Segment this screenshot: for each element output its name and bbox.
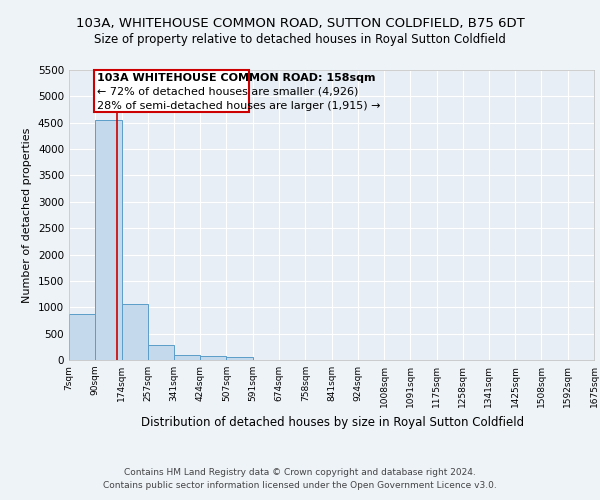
Text: Contains public sector information licensed under the Open Government Licence v3: Contains public sector information licen… — [103, 480, 497, 490]
Text: Contains HM Land Registry data © Crown copyright and database right 2024.: Contains HM Land Registry data © Crown c… — [124, 468, 476, 477]
Bar — [69, 314, 95, 360]
Text: ← 72% of detached houses are smaller (4,926): ← 72% of detached houses are smaller (4,… — [97, 87, 358, 97]
Bar — [148, 344, 174, 360]
Bar — [200, 356, 226, 360]
Text: 103A WHITEHOUSE COMMON ROAD: 158sqm: 103A WHITEHOUSE COMMON ROAD: 158sqm — [97, 72, 376, 83]
Y-axis label: Number of detached properties: Number of detached properties — [22, 128, 32, 302]
FancyBboxPatch shape — [94, 70, 250, 112]
Bar — [95, 120, 122, 360]
Bar — [226, 358, 253, 360]
Text: 103A, WHITEHOUSE COMMON ROAD, SUTTON COLDFIELD, B75 6DT: 103A, WHITEHOUSE COMMON ROAD, SUTTON COL… — [76, 18, 524, 30]
Text: Size of property relative to detached houses in Royal Sutton Coldfield: Size of property relative to detached ho… — [94, 32, 506, 46]
Text: 28% of semi-detached houses are larger (1,915) →: 28% of semi-detached houses are larger (… — [97, 101, 380, 111]
Text: Distribution of detached houses by size in Royal Sutton Coldfield: Distribution of detached houses by size … — [142, 416, 524, 429]
Bar — [174, 356, 200, 360]
Bar — [122, 304, 148, 360]
